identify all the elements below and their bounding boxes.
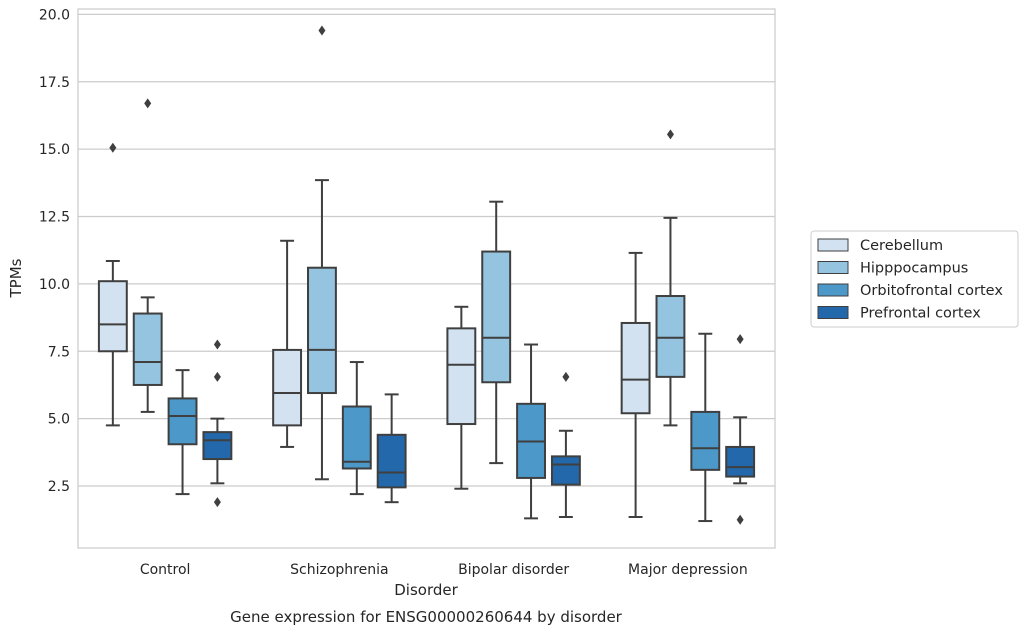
y-tick-label: 5.0: [48, 412, 70, 428]
y-tick-label: 7.5: [48, 344, 70, 360]
plot-frame: [77, 8, 776, 549]
box-prefrontal-cortex: [202, 339, 233, 508]
box-orbitofrontal-cortex: [167, 369, 198, 496]
box-prefrontal-cortex: [376, 393, 407, 504]
box-prefrontal-cortex: [725, 334, 756, 525]
box-orbitofrontal-cortex: [516, 343, 546, 520]
y-tick-label: 15.0: [39, 142, 70, 158]
box-cerebellum: [446, 305, 477, 490]
box-iqr: [620, 321, 651, 415]
y-axis-ticks: 2.5 5.0 7.5 10.0 12.5 15.0 17.5 20.0: [39, 7, 70, 495]
outlier-point: [666, 129, 674, 140]
box-iqr: [550, 455, 581, 486]
y-tick-label: 17.5: [39, 75, 70, 91]
box-orbitofrontal-cortex: [341, 361, 372, 496]
box-iqr: [481, 250, 512, 384]
y-tick-label: 10.0: [39, 277, 70, 293]
legend-swatch: [817, 261, 849, 274]
legend-frame: [810, 230, 1019, 328]
box-iqr: [690, 410, 721, 471]
box-cerebellum: [272, 239, 303, 448]
box-groups: [97, 25, 756, 525]
y-tick-label: 20.0: [39, 7, 70, 23]
outlier-point: [213, 339, 221, 350]
outlier-point: [213, 497, 221, 508]
box-hipppocampus: [481, 200, 512, 465]
box-iqr: [446, 327, 477, 426]
legend-label: Hipppocampus: [860, 261, 968, 277]
x-tick-label: Control: [140, 562, 191, 578]
legend-swatch: [817, 238, 849, 252]
legend-label: Cerebellum: [860, 238, 943, 254]
box-iqr: [376, 433, 407, 489]
legend-label: Orbitofrontal cortex: [860, 283, 1003, 299]
y-tick-label: 2.5: [48, 479, 70, 495]
x-tick-label: Schizophrenia: [290, 562, 388, 578]
box-hipppocampus: [307, 25, 337, 481]
legend: Cerebellum Hipppocampus Orbitofrontal cort…: [810, 230, 1019, 328]
box-cerebellum: [97, 142, 128, 427]
box-iqr: [132, 312, 163, 386]
chart-caption: Gene expression for ENSG00000260644 by d…: [230, 608, 623, 626]
outlier-point: [144, 98, 152, 109]
x-axis-ticks: Control Schizophrenia Bipolar disorder Majo…: [140, 562, 748, 578]
x-tick-label: Bipolar disorder: [458, 562, 569, 578]
box-hipppocampus: [132, 98, 163, 413]
box-iqr: [655, 295, 686, 378]
legend-swatch: [817, 306, 849, 319]
box-orbitofrontal-cortex: [690, 332, 721, 523]
box-cerebellum: [620, 251, 651, 519]
box-iqr: [725, 445, 756, 478]
box-iqr: [272, 348, 303, 427]
outlier-point: [736, 334, 744, 345]
x-axis-label: Disorder: [394, 581, 458, 599]
outlier-point: [318, 25, 326, 36]
y-axis-label: TPMs: [7, 258, 25, 298]
legend-swatch: [817, 283, 849, 297]
box-iqr: [167, 397, 198, 446]
legend-label: Prefrontal cortex: [860, 306, 981, 322]
box-iqr: [307, 266, 337, 395]
box-hipppocampus: [655, 129, 686, 427]
outlier-point: [736, 514, 744, 525]
outlier-point: [562, 371, 570, 382]
x-tick-label: Major depression: [628, 562, 748, 578]
outlier-point: [109, 142, 117, 153]
box-iqr: [341, 405, 372, 470]
y-tick-label: 12.5: [39, 210, 70, 226]
box-iqr: [202, 431, 233, 461]
outlier-point: [213, 371, 221, 382]
box-iqr: [97, 280, 128, 353]
box-prefrontal-cortex: [550, 371, 581, 519]
